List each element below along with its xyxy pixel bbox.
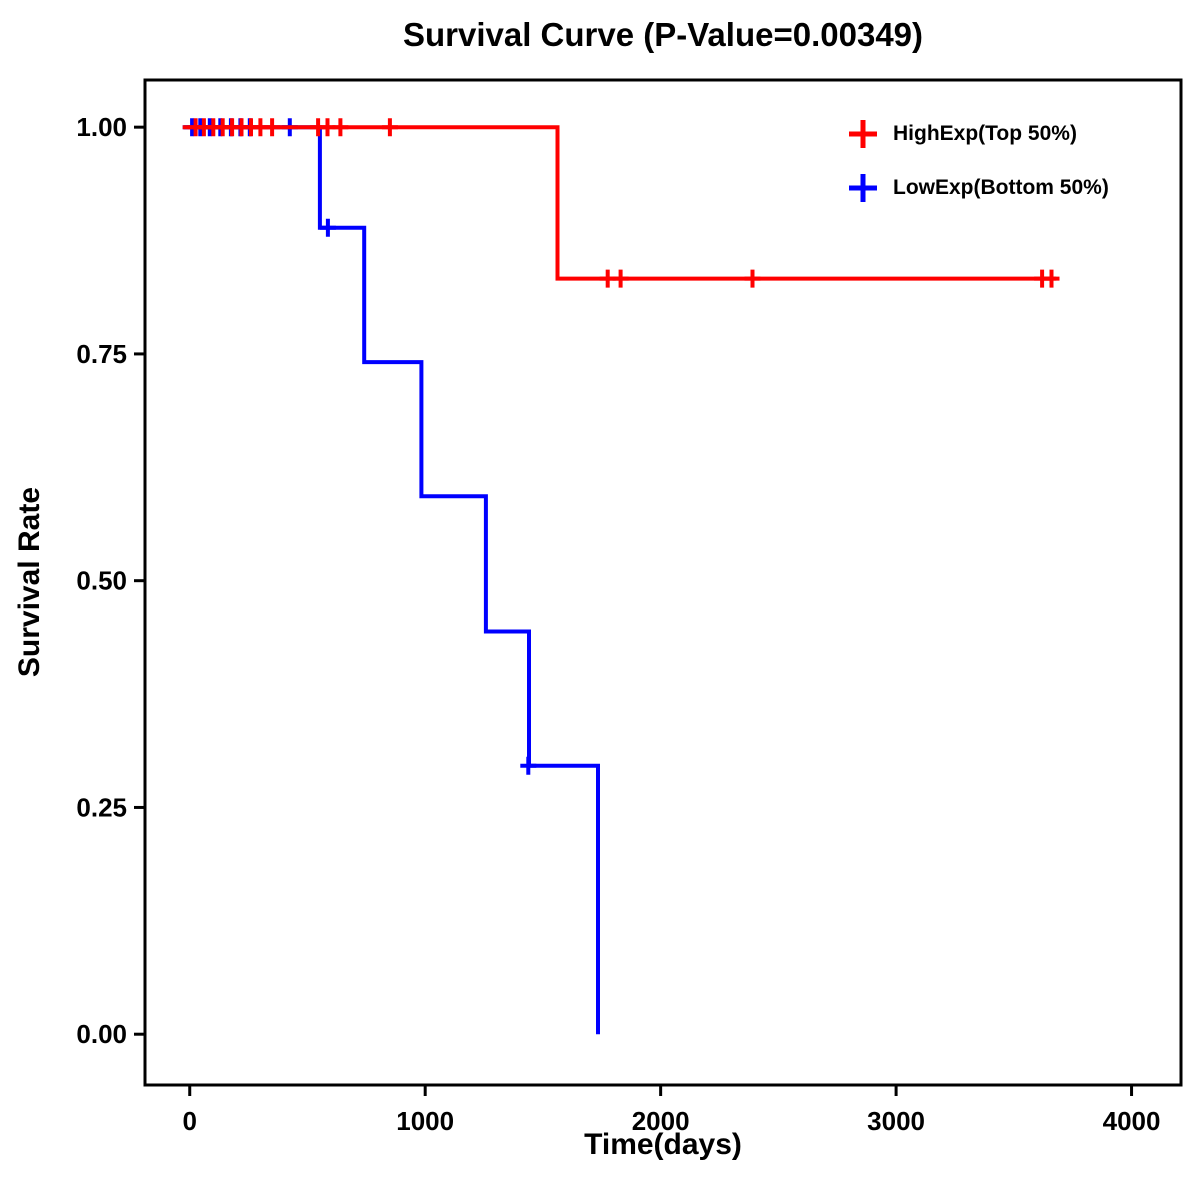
y-tick-label: 0.50 (76, 566, 127, 596)
legend: HighExp(Top 50%) LowExp(Bottom 50%) (845, 115, 1109, 207)
y-tick-label: 0.75 (76, 339, 127, 369)
legend-item-lowexp: LowExp(Bottom 50%) (845, 169, 1109, 207)
y-tick-label: 0.25 (76, 792, 127, 822)
y-axis-label: Survival Rate (13, 487, 46, 678)
x-tick-label: 0 (183, 1106, 197, 1136)
censor-mark (612, 269, 629, 288)
censor-mark (1043, 269, 1060, 288)
series-line-1 (182, 125, 600, 1035)
highexp-plus-icon (849, 120, 877, 148)
legend-item-highexp: HighExp(Top 50%) (845, 115, 1109, 153)
y-axis-label-wrap: Survival Rate (0, 80, 60, 1085)
censor-mark (520, 756, 537, 775)
x-axis-label: Time(days) (584, 1128, 742, 1161)
y-tick-label: 0.00 (76, 1019, 127, 1049)
legend-label-highexp: HighExp(Top 50%) (893, 122, 1077, 145)
censor-mark (744, 269, 761, 288)
censor-mark (319, 218, 336, 237)
legend-label-lowexp: LowExp(Bottom 50%) (893, 176, 1109, 199)
x-tick-label: 2000 (632, 1106, 690, 1136)
x-tick-label: 3000 (867, 1106, 925, 1136)
x-tick-label: 4000 (1103, 1106, 1161, 1136)
plot-border (143, 78, 1183, 1087)
lowexp-plus-icon (849, 174, 877, 202)
series-line-0 (182, 125, 1057, 281)
censor-mark (332, 118, 349, 137)
censor-mark (264, 118, 281, 137)
censor-mark (381, 118, 398, 137)
chart-title: Survival Curve (P-Value=0.00349) (402, 16, 924, 53)
y-tick-label: 1.00 (76, 112, 127, 142)
x-tick-label: 1000 (396, 1106, 454, 1136)
